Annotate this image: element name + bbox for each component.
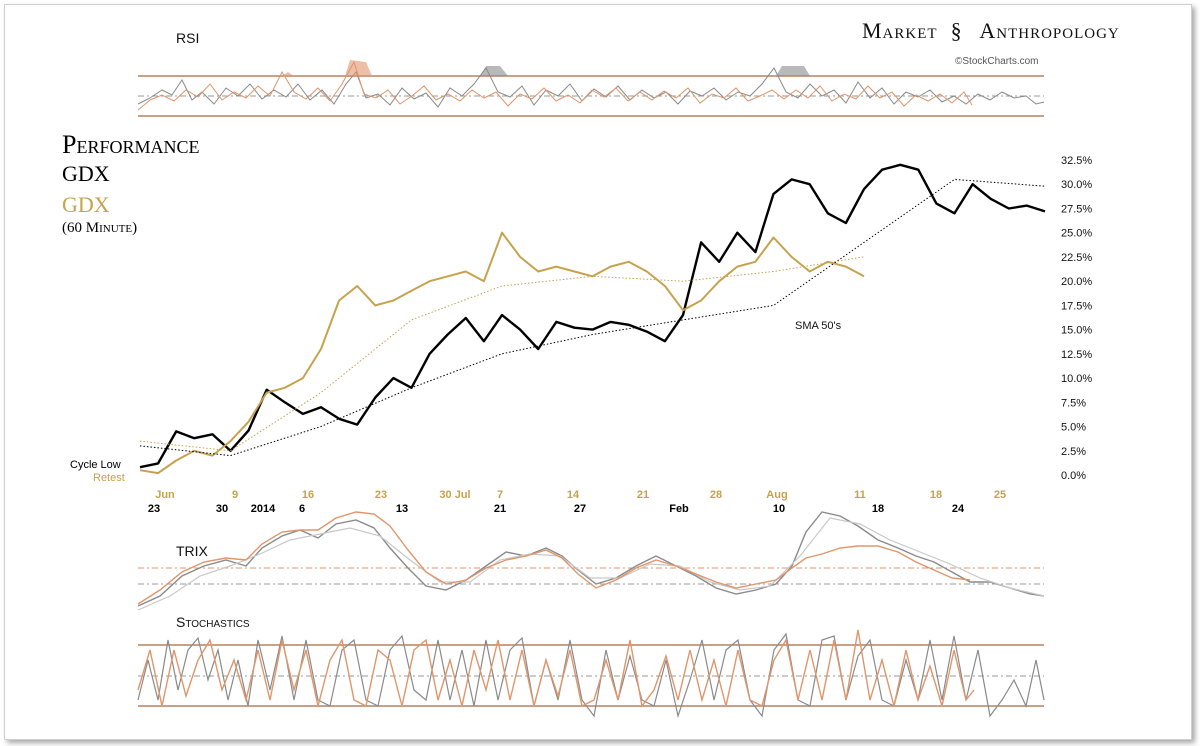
- x-tick-top-label: 14: [567, 489, 580, 501]
- x-tick-top-label: 7: [497, 489, 503, 501]
- x-tick-top-label: 16: [302, 489, 314, 501]
- x-tick-bottom-label: 10: [773, 503, 785, 515]
- rsi-fill-orange-2: [345, 60, 372, 76]
- rsi-fill-orange-1: [282, 72, 294, 76]
- brand-left: Market: [862, 18, 938, 43]
- timeframe-label: (60 Minute): [62, 220, 138, 236]
- trix-panel: [137, 511, 1045, 611]
- y-tick-label: 22.5%: [1061, 252, 1092, 264]
- x-tick-bottom-label: 2014: [251, 503, 276, 515]
- trix-orange-line: [137, 511, 971, 605]
- x-tick-top-label: 11: [854, 489, 866, 501]
- x-tick-bottom-label: 18: [872, 503, 884, 515]
- y-tick-label: 20.0%: [1061, 276, 1092, 288]
- series-line-black: [139, 163, 1046, 469]
- x-tick-bottom-label: 24: [952, 503, 965, 515]
- series-1-label: GDX: [62, 161, 110, 186]
- brand-right: Anthropology: [979, 18, 1120, 43]
- rsi-panel: [137, 60, 1045, 117]
- y-tick-label: 7.5%: [1061, 397, 1086, 409]
- x-tick-top-label: 23: [375, 489, 387, 501]
- rsi-label: RSI: [176, 30, 200, 46]
- y-tick-label: 17.5%: [1061, 300, 1092, 312]
- sma-line-gold: [139, 256, 865, 452]
- x-tick-top-label: 21: [637, 489, 649, 501]
- y-tick-label: 15.0%: [1061, 325, 1092, 337]
- x-tick-top-label: 18: [930, 489, 942, 501]
- x-tick-bottom-label: 27: [574, 503, 586, 515]
- x-tick-top-label: Jun: [155, 489, 175, 501]
- cycle-low-label: Cycle Low: [70, 459, 121, 471]
- y-tick-label: 27.5%: [1061, 203, 1092, 215]
- x-tick-bottom-label: 13: [396, 503, 408, 515]
- y-axis: 32.5% 30.0% 27.5% 25.0% 22.5% 20.0% 17.5% 15.0%…: [1061, 155, 1092, 482]
- stochastics-panel: [137, 629, 1045, 719]
- x-tick-bottom-label: 21: [494, 503, 506, 515]
- trix-grey-signal-line: [137, 517, 1045, 611]
- y-tick-label: 5.0%: [1061, 422, 1086, 434]
- stoch-grey-line: [137, 632, 1045, 719]
- y-tick-label: 32.5%: [1061, 155, 1092, 167]
- x-tick-bottom-label: Feb: [669, 503, 689, 515]
- x-tick-bottom-label: 30: [216, 503, 228, 515]
- x-axis-top: Jun 9 16 23 30 Jul 7 14 21 28 Aug 11 18 25: [155, 489, 1006, 501]
- retest-label: Retest: [93, 472, 125, 484]
- x-axis-bottom: 23 30 2014 6 13 21 27 Feb 10 18 24: [148, 503, 965, 515]
- sma-label: SMA 50's: [795, 320, 842, 332]
- stochastics-label: Stochastics: [176, 614, 250, 630]
- y-tick-label: 10.0%: [1061, 373, 1092, 385]
- x-tick-bottom-label: 6: [299, 503, 305, 515]
- y-tick-label: 0.0%: [1061, 470, 1086, 482]
- rsi-fill-grey-1: [480, 66, 508, 76]
- chart-frame: [4, 4, 1192, 740]
- rsi-fill-grey-2: [776, 66, 810, 76]
- x-tick-bottom-label: 23: [148, 503, 160, 515]
- series-line-gold: [139, 231, 865, 475]
- stoch-orange-line: [137, 629, 975, 708]
- x-tick-top-label: 9: [232, 489, 238, 501]
- y-tick-label: 12.5%: [1061, 349, 1092, 361]
- y-tick-label: 25.0%: [1061, 228, 1092, 240]
- dna-icon: §: [944, 18, 970, 43]
- price-series: [139, 163, 1046, 475]
- trix-grey-line: [137, 511, 1045, 607]
- credit: ©StockCharts.com: [955, 56, 1039, 67]
- y-tick-label: 30.0%: [1061, 179, 1092, 191]
- x-tick-top-label: Aug: [766, 489, 787, 501]
- y-tick-label: 2.5%: [1061, 446, 1086, 458]
- page-title: Performance: [62, 130, 200, 159]
- trix-label: TRIX: [176, 543, 208, 559]
- rsi-orange-line: [137, 60, 973, 111]
- x-tick-top-label: 25: [994, 489, 1006, 501]
- brand-logo: Market § Anthropology: [862, 18, 1120, 44]
- series-2-label: GDX: [62, 192, 110, 217]
- x-tick-top-label: 28: [710, 489, 722, 501]
- x-tick-top-label: 30 Jul: [439, 489, 470, 501]
- sma-line-black: [139, 178, 1046, 457]
